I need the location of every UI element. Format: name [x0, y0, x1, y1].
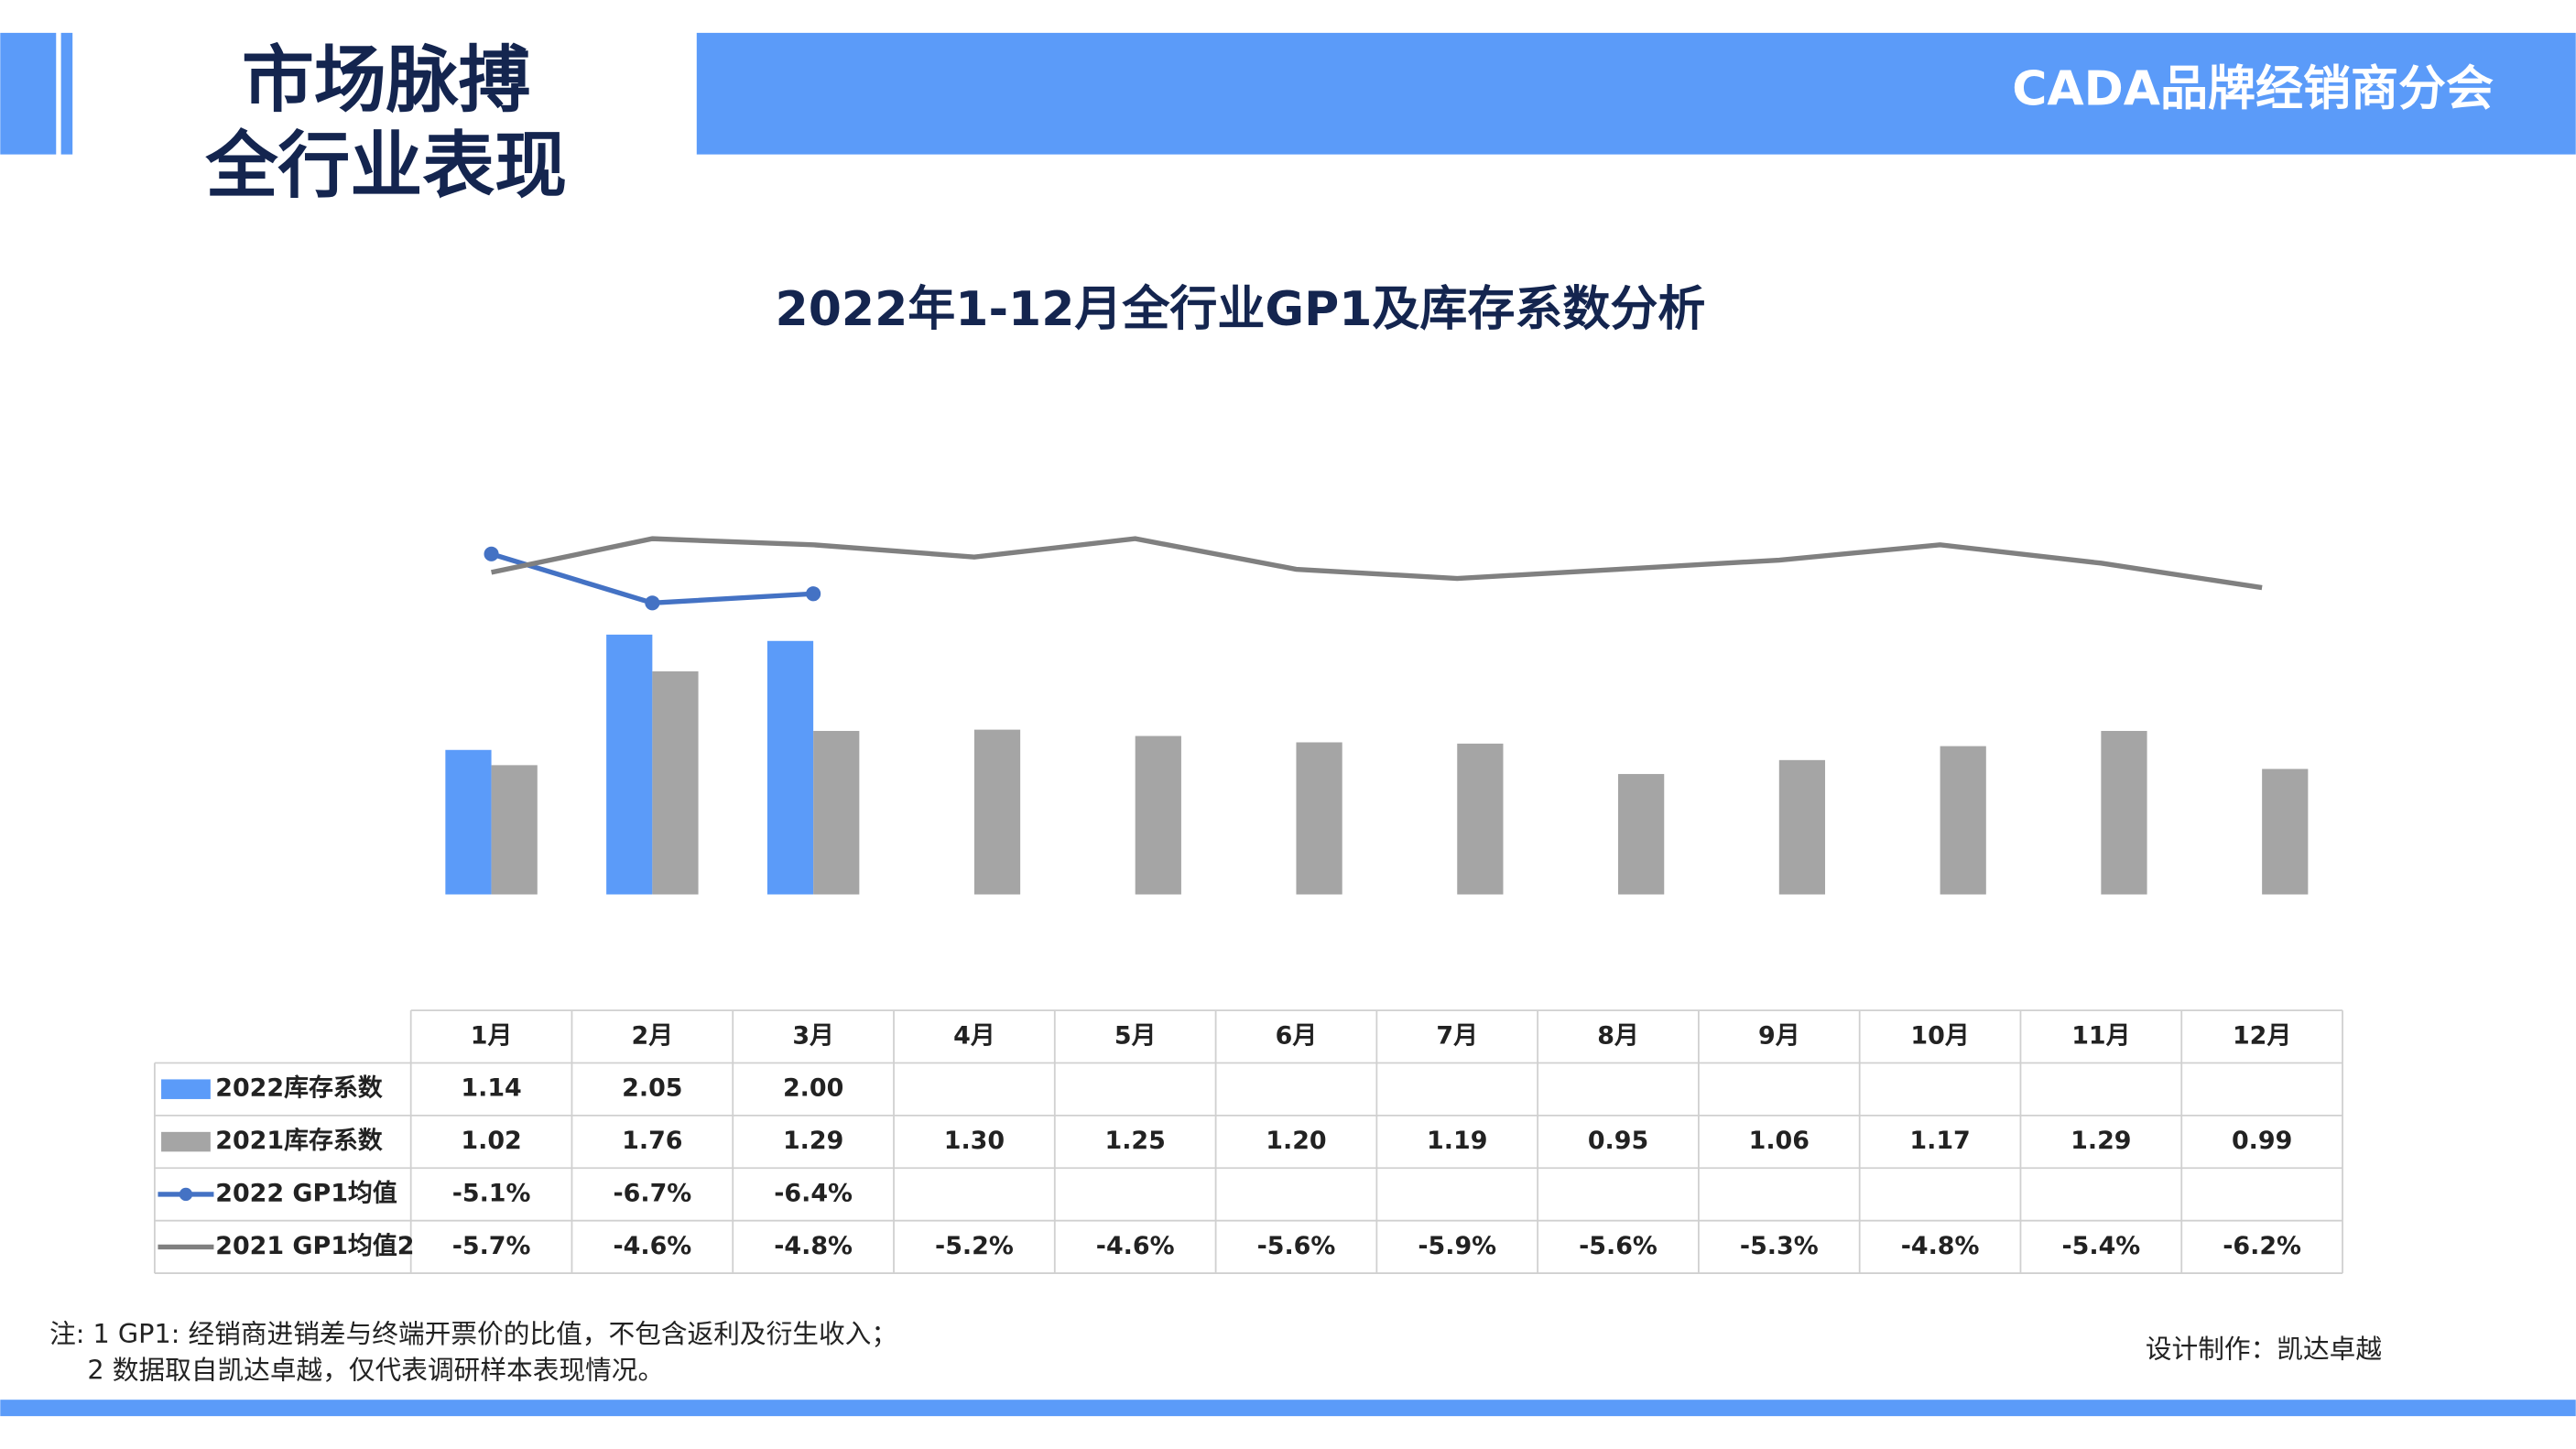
data-label: 2.00 [783, 1074, 843, 1103]
x-tick-label: 7月 [1436, 1021, 1478, 1050]
line [491, 536, 2263, 591]
data-label: -4.6% [613, 1232, 691, 1260]
x-tick-label: 4月 [953, 1021, 995, 1050]
data-label: -6.2% [2223, 1232, 2301, 1260]
legend-label: 2022库存系数 [215, 1074, 383, 1103]
data-label: -4.8% [1901, 1232, 1980, 1260]
line-marker [645, 595, 660, 611]
bar [1135, 735, 1181, 895]
header-stripe [60, 32, 73, 155]
data-label: -5.4% [2061, 1232, 2140, 1260]
data-label: -6.4% [774, 1179, 853, 1207]
data-label: -4.8% [774, 1232, 853, 1260]
chart-title: 2022年1-12月全行业GP1及库存系数分析 [776, 282, 1706, 337]
bar [1778, 759, 1826, 895]
data-label: 1.30 [944, 1127, 1005, 1155]
bar [652, 670, 699, 895]
data-label: -5.9% [1418, 1232, 1496, 1260]
data-label: -6.7% [613, 1179, 691, 1207]
x-tick-label: 6月 [1276, 1021, 1318, 1050]
bar [491, 765, 538, 895]
data-label: -4.6% [1096, 1232, 1175, 1260]
x-tick-label: 10月 [1910, 1021, 1969, 1050]
footer-band [0, 1400, 2576, 1417]
legend-label: 2021库存系数 [215, 1127, 383, 1155]
legend-label: 2022 GP1均值 [215, 1178, 397, 1207]
legend-swatch [161, 1079, 211, 1099]
x-tick-label: 11月 [2071, 1021, 2130, 1050]
x-tick-label: 3月 [792, 1021, 834, 1050]
data-label: 0.99 [2232, 1127, 2292, 1155]
legend-swatch [179, 1187, 193, 1202]
data-label: 2.05 [622, 1074, 682, 1103]
legend-label: 2021 GP1均值2 [215, 1231, 414, 1260]
data-label: 0.95 [1588, 1127, 1648, 1155]
data-label: -5.3% [1740, 1232, 1819, 1260]
data-label: -5.7% [452, 1232, 531, 1260]
bar [2262, 768, 2309, 895]
data-label: 1.19 [1427, 1127, 1487, 1155]
bar [606, 634, 653, 895]
data-label: 1.29 [2071, 1127, 2131, 1155]
page-title: 市场脉搏 [242, 38, 531, 123]
x-tick-label: 8月 [1597, 1021, 1639, 1050]
bar [1940, 746, 1986, 895]
data-label: 1.02 [461, 1127, 521, 1155]
header-band [696, 32, 2576, 155]
data-label: -5.1% [452, 1179, 531, 1207]
line-marker [806, 586, 821, 602]
bar [813, 731, 860, 895]
data-label: 1.29 [783, 1127, 843, 1155]
header-block [0, 32, 57, 155]
data-label: 1.20 [1266, 1127, 1326, 1155]
legend-swatch [161, 1131, 211, 1152]
x-tick-label: 2月 [632, 1021, 674, 1050]
data-label: 1.76 [622, 1127, 682, 1155]
bar [2101, 731, 2147, 895]
data-label: 1.06 [1749, 1127, 1810, 1155]
brand: CADA品牌经销商分会 [2012, 61, 2494, 116]
bar [1618, 774, 1665, 895]
data-label: 1.17 [1909, 1127, 1970, 1155]
data-label: -5.2% [935, 1232, 1014, 1260]
credit: 设计制作：凯达卓越 [2146, 1333, 2382, 1364]
note: 2 数据取自凯达卓越，仅代表调研样本表现情况。 [87, 1355, 664, 1386]
bar [973, 729, 1021, 895]
data-label: -5.6% [1579, 1232, 1658, 1260]
line-marker [484, 546, 499, 561]
bar [1296, 742, 1342, 895]
data-label: 1.25 [1105, 1127, 1166, 1155]
x-tick-label: 1月 [471, 1021, 513, 1050]
bar [1457, 743, 1504, 895]
page-title: 全行业表现 [205, 124, 568, 208]
bar [766, 640, 814, 895]
data-label: 1.14 [461, 1074, 521, 1103]
bar [445, 749, 492, 895]
chart: 1月 2月 3月 4月 5月 6月 7月 8月 9月 10月 11月 12月 2022库存系数 1.14 2… [153, 536, 2343, 1274]
x-tick-label: 12月 [2233, 1021, 2291, 1050]
x-tick-label: 5月 [1114, 1021, 1157, 1050]
x-tick-label: 9月 [1758, 1021, 1800, 1050]
data-label: -5.6% [1257, 1232, 1336, 1260]
note: 注: 1 GP1: 经销商进销差与终端开票价的比值，不包含返利及衍生收入； [49, 1318, 897, 1349]
